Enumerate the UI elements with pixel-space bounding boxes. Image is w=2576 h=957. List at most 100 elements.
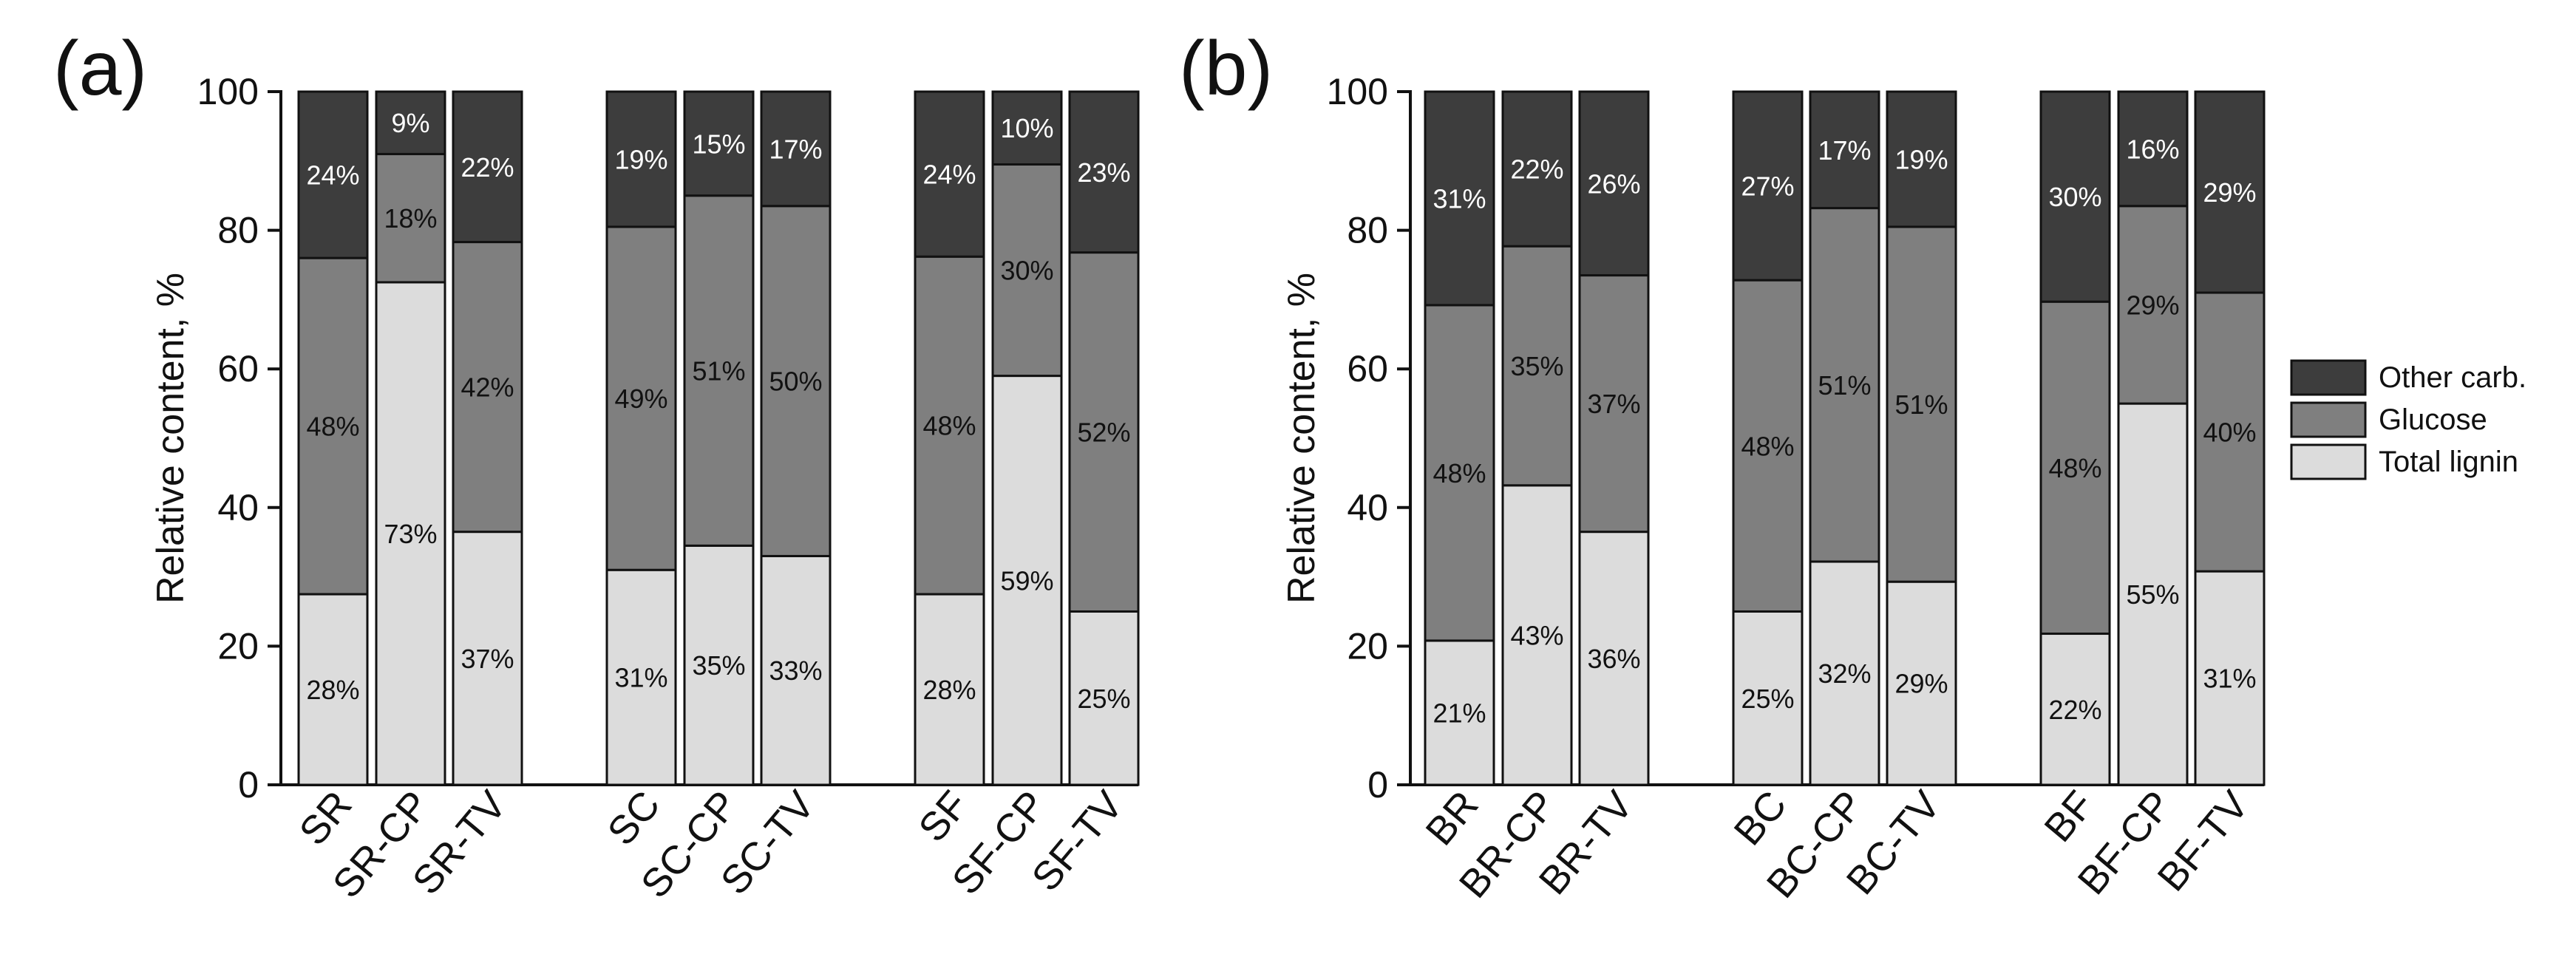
bar-segment-other-carb	[914, 90, 985, 258]
panel-a: (a) Relative content, % 0 20 40 60 80 100 28% 48%…	[53, 26, 1140, 906]
data-label: 29%	[1894, 669, 1948, 699]
data-label: 18%	[384, 203, 437, 234]
bar-segment-total-lignin	[2194, 570, 2266, 786]
data-label: 51%	[1894, 389, 1948, 420]
y-tick-label: 20	[1347, 625, 1388, 667]
bar-segment-other-carb	[991, 90, 1063, 166]
data-label: 35%	[1510, 351, 1563, 381]
data-label: 48%	[1741, 431, 1794, 461]
bar-segment-other-carb	[375, 90, 446, 155]
data-label: 28%	[306, 675, 359, 705]
bar-segment-other-carb	[297, 90, 369, 259]
bar-segment-total-lignin	[2117, 402, 2189, 786]
bar-segment-other-carb	[1501, 90, 1573, 248]
data-label: 21%	[1433, 698, 1486, 728]
category-label: SC	[599, 783, 669, 854]
data-label: 55%	[2126, 579, 2179, 610]
bar-segment-glucose	[2039, 300, 2111, 636]
data-label: 25%	[1741, 684, 1794, 714]
bar-segment-other-carb	[2194, 90, 2266, 294]
data-label: 48%	[922, 411, 976, 441]
data-label: 16%	[2126, 134, 2179, 164]
bar-segment-other-carb	[2039, 90, 2111, 303]
y-tick-label: 20	[217, 625, 259, 667]
bar-segment-glucose	[760, 205, 832, 557]
data-label: 25%	[1077, 684, 1130, 714]
bar-segment-glucose	[2117, 205, 2189, 405]
data-label: 33%	[769, 655, 822, 686]
data-label: 30%	[2048, 182, 2101, 212]
y-tick-label: 80	[1347, 210, 1388, 251]
bar-segment-glucose	[1424, 304, 1495, 642]
bar-segment-total-lignin	[2039, 633, 2111, 786]
bar-segment-other-carb	[1578, 90, 1650, 277]
y-tick-label: 0	[238, 764, 259, 806]
data-label: 42%	[461, 372, 514, 403]
bar-segment-other-carb	[1886, 90, 1957, 228]
data-label: 24%	[306, 160, 359, 191]
category-label: BF	[2036, 783, 2102, 850]
bar-segment-glucose	[1809, 207, 1880, 563]
bar-segment-glucose	[1578, 274, 1650, 534]
y-tick-label: 80	[217, 210, 259, 251]
data-label: 50%	[769, 367, 822, 397]
data-label: 19%	[1894, 144, 1948, 174]
bar-segment-total-lignin	[1068, 610, 1140, 786]
bar-segment-other-carb	[760, 90, 832, 208]
bar-segment-total-lignin	[297, 593, 369, 786]
bar-segment-other-carb	[1732, 90, 1804, 282]
bar-segment-glucose	[1501, 245, 1573, 487]
data-label: 32%	[1818, 658, 1871, 689]
data-label: 48%	[1433, 458, 1486, 488]
data-label: 31%	[614, 663, 667, 693]
bar-segment-other-carb	[1068, 90, 1140, 254]
bar-segment-total-lignin	[1886, 580, 1957, 786]
y-tick-label: 40	[1347, 487, 1388, 528]
data-label: 31%	[2203, 664, 2256, 694]
y-tick-label: 100	[1327, 71, 1388, 112]
data-label: 10%	[1000, 113, 1053, 143]
bar-segment-total-lignin	[991, 375, 1063, 786]
data-label: 49%	[614, 384, 667, 414]
data-label: 51%	[1818, 370, 1871, 401]
bar-segment-glucose	[914, 255, 985, 596]
bar-segment-total-lignin	[1501, 484, 1573, 786]
bar-segment-other-carb	[452, 90, 523, 244]
bar-segment-total-lignin	[1732, 610, 1804, 786]
data-label: 22%	[2048, 695, 2101, 725]
bar-segment-other-carb	[1809, 90, 1880, 210]
bar-segment-glucose	[2194, 291, 2266, 573]
y-axis-title: Relative content, %	[149, 273, 192, 604]
data-label: 48%	[306, 412, 359, 442]
y-tick-label: 60	[1347, 348, 1388, 389]
data-label: 26%	[1587, 168, 1640, 199]
bar-segment-total-lignin	[914, 593, 985, 786]
y-tick-label: 100	[197, 71, 259, 112]
bar-segment-total-lignin	[1424, 639, 1495, 786]
bar-segment-other-carb	[683, 90, 755, 197]
data-label: 29%	[2126, 290, 2179, 320]
legend-swatch	[2290, 401, 2367, 438]
data-label: 27%	[1741, 171, 1794, 202]
data-label: 28%	[922, 675, 976, 705]
category-label: SF	[910, 783, 976, 850]
data-label: 36%	[1587, 644, 1640, 674]
panel-label: (b)	[1179, 26, 1273, 112]
data-label: 15%	[692, 129, 745, 159]
bar-segment-other-carb	[1424, 90, 1495, 307]
bar-segment-glucose	[1732, 279, 1804, 613]
data-label: 30%	[1000, 256, 1053, 286]
data-label: 29%	[2203, 177, 2256, 208]
data-label: 31%	[1433, 183, 1486, 214]
legend: Other carb. Glucose Total lignin	[2290, 359, 2526, 480]
legend-label: Total lignin	[2379, 446, 2518, 478]
data-label: 17%	[769, 134, 822, 164]
legend-swatch	[2290, 443, 2367, 480]
panel-b: (b) Relative content, % 0 20 40 60 80 100 21% 48%…	[1179, 26, 2266, 906]
bar-segment-other-carb	[605, 90, 677, 228]
data-label: 17%	[1818, 135, 1871, 166]
data-label: 9%	[391, 108, 429, 138]
bar-segment-total-lignin	[1578, 531, 1650, 786]
y-axis-title: Relative content, %	[1280, 273, 1323, 604]
